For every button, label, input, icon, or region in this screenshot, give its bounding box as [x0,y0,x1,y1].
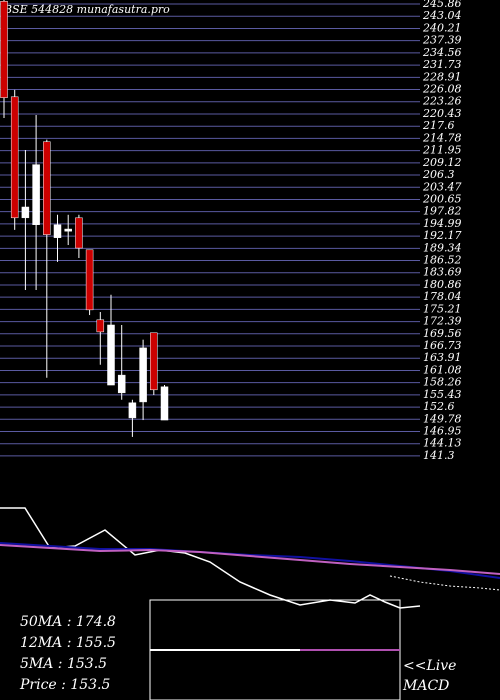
y-tick-label: 194.99 [423,217,462,230]
candle-body [64,228,72,232]
y-tick-label: 203.47 [422,180,462,193]
indicator-line [0,507,421,609]
candle-body [21,206,30,219]
y-tick-label: 209.12 [422,156,462,169]
y-tick-label: 166.73 [423,339,462,352]
y-tick-label: 214.78 [422,131,462,144]
y-tick-label: 144.13 [423,437,462,450]
y-tick-label: 146.95 [423,425,462,438]
candle-body [96,319,105,333]
ma-label: 50MA : 174.8 [20,614,116,630]
ma-label: Price : 153.5 [19,677,111,693]
y-tick-label: 206.3 [422,168,455,181]
candle-body [75,217,83,249]
y-tick-label: 169.56 [423,327,462,340]
y-tick-label: 226.08 [422,83,462,96]
candle-body [32,164,40,225]
chart-title: BSE 544828 munafasutra.pro [3,3,170,16]
candle-body [107,324,115,386]
y-tick-label: 245.86 [422,0,462,10]
y-tick-label: 172.39 [423,315,462,328]
y-tick-label: 240.21 [422,21,462,34]
indicator-line [0,542,500,579]
y-tick-label: 223.26 [422,95,462,108]
y-tick-label: 231.73 [422,58,462,71]
y-tick-label: 228.91 [422,70,462,83]
y-tick-label: 161.08 [423,363,462,376]
y-tick-label: 220.43 [422,107,462,120]
candle-body [117,374,126,394]
y-tick-label: 197.82 [423,205,462,218]
y-tick-label: 234.56 [422,46,462,59]
indicator-line [0,544,500,575]
ma-label: 5MA : 153.5 [20,656,107,672]
y-tick-label: 189.34 [423,241,462,254]
candle-body [139,347,147,403]
macd-label: <<Live [403,658,456,674]
y-tick-label: 141.3 [423,449,455,462]
y-tick-label: 175.21 [423,302,462,315]
y-tick-label: 149.78 [423,412,462,425]
y-tick-label: 152.6 [423,400,455,413]
candle-body [43,141,51,235]
candle-body [160,386,169,421]
y-tick-label: 192.17 [423,229,462,242]
indicator-line [389,575,500,591]
y-tick-label: 200.65 [422,192,462,205]
candle-body [0,1,8,98]
y-tick-label: 183.69 [423,266,462,279]
candle-body [150,332,158,391]
candle-body [85,249,94,311]
y-tick-label: 178.04 [423,290,462,303]
y-tick-label: 158.26 [423,376,462,389]
y-tick-label: 243.04 [422,9,462,22]
y-tick-label: 180.86 [423,278,462,291]
y-tick-label: 217.6 [422,119,455,132]
y-tick-label: 237.39 [422,34,462,47]
y-tick-label: 155.43 [423,388,462,401]
candle-body [128,402,137,419]
y-tick-label: 186.52 [423,254,462,267]
macd-label: MACD [402,678,449,694]
candle-body [10,96,19,219]
y-tick-label: 211.95 [422,144,462,157]
y-tick-label: 163.91 [423,351,462,364]
ma-label: 12MA : 155.5 [20,635,116,651]
candle-body [53,224,62,238]
